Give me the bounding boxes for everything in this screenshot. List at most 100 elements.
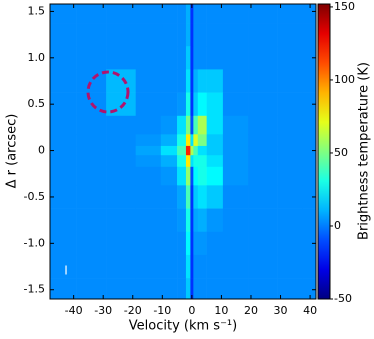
heat-cell [197,231,207,256]
heat-cell [222,23,249,47]
heat-cell [248,155,278,168]
heat-cell [177,278,187,300]
heat-cell [248,254,278,279]
heat-cell [197,115,207,135]
heat-cell [277,145,303,156]
heat-cell [106,208,137,233]
heat-cell [106,166,137,186]
heat-cell [135,145,162,156]
heat-cell [106,278,137,300]
heat-cell [50,231,77,256]
heat-cell [135,155,162,168]
heat-cell [206,46,224,70]
heat-cell [135,185,162,209]
y-tick-label: -1.0 [24,236,45,249]
heat-cell [193,69,199,93]
heat-cell [222,145,249,156]
heat-cell [197,46,207,70]
heat-cell [185,4,191,24]
heat-cell [177,231,187,256]
heat-cell [197,185,207,209]
heat-cell [302,69,317,93]
heat-cell [106,23,137,47]
heat-cell [206,254,224,279]
heat-cell [190,115,194,135]
heat-cell [177,155,187,168]
heat-cell [190,254,194,279]
heat-cell [248,69,278,93]
heat-cell [248,185,278,209]
heat-cell [193,155,199,168]
heat-cell [193,185,199,209]
heat-cell [222,4,249,24]
heat-cell [135,134,162,147]
heat-cell [135,254,162,279]
heat-cell [185,231,191,256]
heat-cell [190,208,194,233]
heat-cell [277,115,303,135]
heat-cell [190,231,194,256]
heat-cell [197,166,207,186]
heat-cell [193,208,199,233]
heat-cell [177,115,187,135]
highlight-circle [86,70,130,114]
x-tick-label: 20 [244,304,258,317]
heat-cell [185,208,191,233]
heat-cell [193,23,199,47]
heat-cell [177,46,187,70]
heat-cell [193,92,199,117]
heat-cell [160,134,178,147]
annotation: I [64,264,68,278]
heat-cell [190,278,194,300]
heat-cell [160,145,178,156]
heat-cell [185,134,191,147]
heat-cell [302,134,317,147]
heat-cell [222,208,249,233]
heat-cell [135,278,162,300]
heat-cell [206,23,224,47]
x-tick-label: 10 [214,304,228,317]
heat-cell [248,134,278,147]
heat-cell [302,208,317,233]
heat-cell [106,254,137,279]
heat-cell [190,166,194,186]
heat-cell [248,115,278,135]
heat-cell [197,254,207,279]
heat-cell [190,134,194,147]
plot-frame [49,3,317,300]
heat-cell [106,155,137,168]
heat-cell [50,278,77,300]
heat-cell [302,4,317,24]
heat-cell [277,134,303,147]
heat-cell [160,115,178,135]
heat-cell [277,69,303,93]
heat-cell [193,254,199,279]
heat-cell [197,4,207,24]
heat-cell [50,115,77,135]
heat-cell [135,115,162,135]
heat-cell [106,145,137,156]
heat-cell [106,46,137,70]
heat-cell [185,115,191,135]
heat-cell [302,185,317,209]
heat-cell [177,254,187,279]
heat-cell [135,231,162,256]
heat-cell [135,23,162,47]
heat-cell [177,4,187,24]
heat-cell [160,231,178,256]
x-tick-label: -40 [65,304,83,317]
heat-cell [206,155,224,168]
heat-cell [197,69,207,93]
x-tick-label: -30 [94,304,112,317]
heat-cell [277,166,303,186]
heat-cell [76,4,107,24]
heat-cell [160,278,178,300]
heat-cell [206,115,224,135]
heat-cell [190,23,194,47]
x-tick-label: 40 [303,304,317,317]
heat-cell [160,254,178,279]
heat-cell [302,145,317,156]
heat-cell [185,69,191,93]
heat-cell [106,185,137,209]
x-tick-label: 30 [274,304,288,317]
